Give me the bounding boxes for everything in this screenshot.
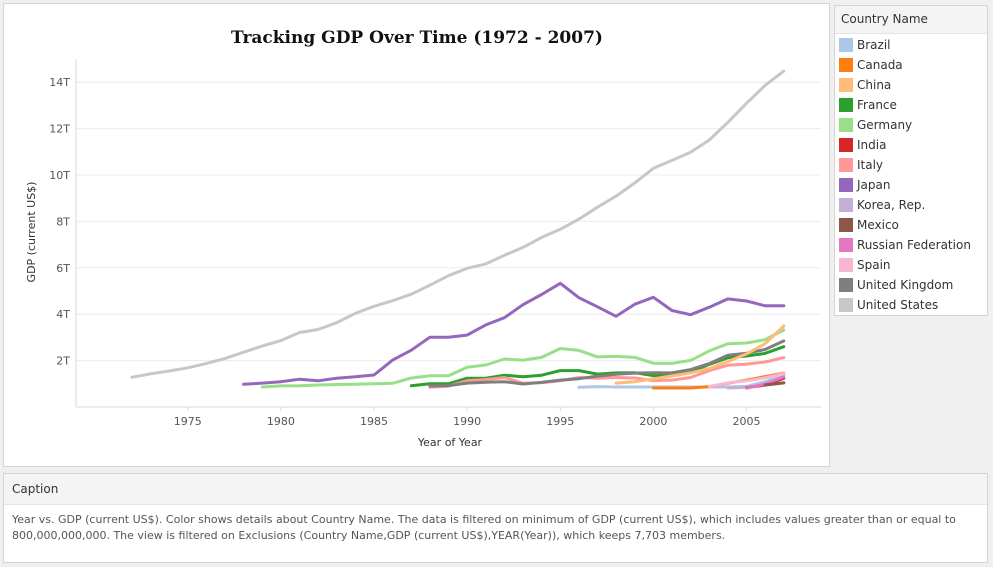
legend-swatch [839,38,853,52]
chart-title: Tracking GDP Over Time (1972 - 2007) [231,28,603,48]
x-tick-label: 2005 [733,415,761,428]
legend-item[interactable]: Mexico [839,215,899,235]
legend-swatch [839,258,853,272]
legend-swatch [839,198,853,212]
caption-header: Caption [4,474,987,505]
legend-item[interactable]: China [839,75,891,95]
legend-swatch [839,298,853,312]
legend-label: Germany [857,118,913,132]
legend-label: United States [857,298,939,312]
y-tick-label: 12T [49,123,70,136]
x-tick-label: 1985 [360,415,388,428]
series-line-japan [242,281,786,386]
legend-swatch [839,278,853,292]
legend-label: Russian Federation [857,238,971,252]
y-axis-title: GDP (current US$) [25,182,38,283]
gridlines [76,81,821,362]
series-lines [130,69,786,390]
legend-label: Canada [857,58,903,72]
legend-label: Brazil [857,38,891,52]
chart-panel: Tracking GDP Over Time (1972 - 2007) GDP… [3,3,830,467]
x-tick-label: 1975 [174,415,202,428]
y-tick-label: 14T [49,76,70,89]
x-axis-title: Year of Year [417,436,483,449]
series-line-united-states [130,69,786,379]
x-tick-label: 1980 [267,415,295,428]
legend-swatch [839,138,853,152]
legend-item[interactable]: Spain [839,255,891,275]
legend-swatch [839,238,853,252]
legend: Country Name Brazil Canada China France Germ… [834,5,988,316]
legend-swatch [839,78,853,92]
y-tick-label: 2T [56,355,70,368]
legend-label: France [857,98,897,112]
legend-swatch [839,98,853,112]
x-tick-label: 1990 [453,415,481,428]
series-line-china [614,324,786,385]
y-tick-label: 6T [56,262,70,275]
y-tick-label: 4T [56,308,70,321]
legend-item[interactable]: Canada [839,55,903,75]
legend-swatch [839,118,853,132]
series-line-france [409,345,786,388]
legend-label: India [857,138,887,152]
legend-label: United Kingdom [857,278,954,292]
series-line-germany [260,328,786,389]
legend-item[interactable]: Italy [839,155,883,175]
legend-item[interactable]: United States [839,295,938,315]
legend-swatch [839,178,853,192]
x-tick-label: 2000 [639,415,667,428]
legend-item[interactable]: Russian Federation [839,235,971,255]
legend-item[interactable]: France [839,95,897,115]
legend-title: Country Name [835,6,987,34]
legend-item[interactable]: United Kingdom [839,275,953,295]
legend-item[interactable]: Japan [839,175,890,195]
legend-label: China [857,78,892,92]
legend-item[interactable]: India [839,135,886,155]
legend-swatch [839,58,853,72]
series-line-united-kingdom [428,339,786,388]
series-line-mexico [763,381,786,387]
y-tick-label: 10T [49,169,70,182]
series-line-spain [707,372,786,389]
legend-item[interactable]: Korea, Rep. [839,195,925,215]
legend-item[interactable]: Brazil [839,35,891,55]
caption-text: Year vs. GDP (current US$). Color shows … [12,513,956,542]
axes: 2T 4T 6T 8T 10T 12T 14T 1975 1980 1985 1990 1995 200… [49,59,821,428]
legend-label: Japan [857,178,891,192]
legend-label: Spain [857,258,891,272]
line-chart: Tracking GDP Over Time (1972 - 2007) GDP… [25,28,821,449]
series-line-italy [428,356,786,389]
y-tick-label: 8T [56,215,70,228]
legend-swatch [839,158,853,172]
legend-label: Korea, Rep. [857,198,926,212]
legend-swatch [839,218,853,232]
legend-label: Italy [857,158,884,172]
legend-item[interactable]: Germany [839,115,912,135]
x-tick-label: 1995 [546,415,574,428]
caption-panel: Caption Year vs. GDP (current US$). Colo… [3,473,988,563]
legend-label: Mexico [857,218,899,232]
